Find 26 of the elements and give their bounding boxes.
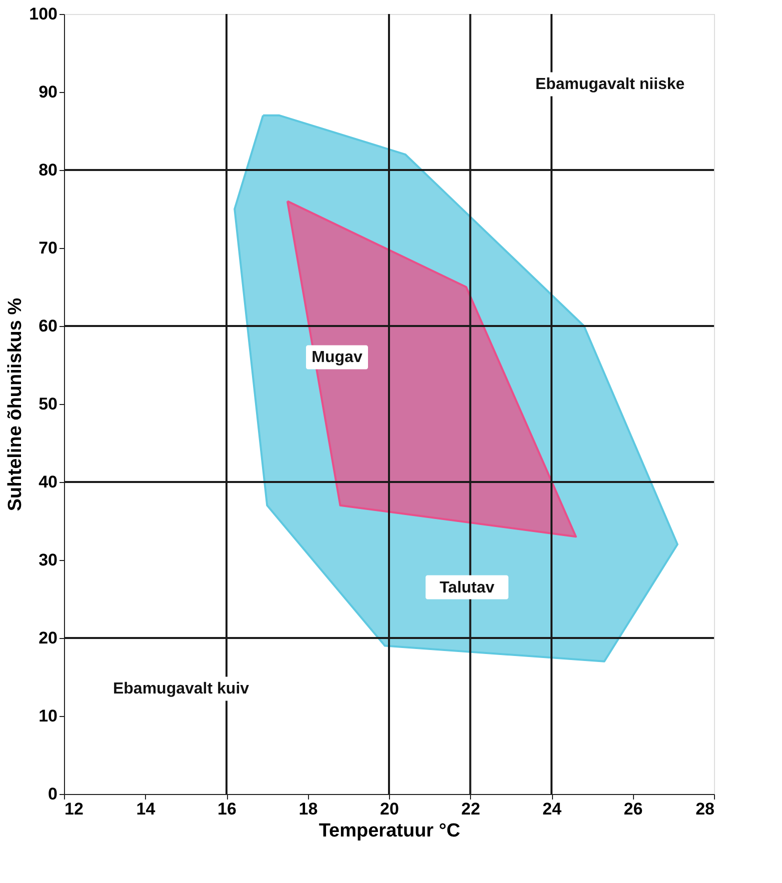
x-tick-label: 28: [696, 800, 714, 818]
y-tick-label: 0: [48, 784, 58, 804]
y-tick-label: 40: [38, 472, 58, 492]
annotation: Mugav: [312, 349, 362, 366]
y-tick-label: 90: [38, 82, 58, 102]
y-tick-label: 20: [38, 628, 58, 648]
y-tick-label: 60: [38, 316, 58, 336]
x-tick-label: 16: [218, 800, 236, 818]
y-tick-label: 10: [38, 706, 58, 726]
x-tick-label: 20: [380, 800, 399, 818]
y-tick-label: 70: [38, 238, 58, 258]
x-tick-label: 26: [624, 800, 643, 818]
y-tick-label: 100: [29, 4, 58, 24]
x-tick-label: 18: [298, 800, 318, 818]
x-axis-title: Temperatuur °C: [318, 820, 460, 842]
x-tick-label: 12: [64, 800, 84, 818]
x-tick-label: 14: [136, 800, 156, 818]
y-axis-title: Suhteline õhuniiskus %: [5, 298, 26, 512]
annotation: Talutav: [440, 579, 495, 596]
y-tick-label: 50: [38, 394, 58, 414]
x-tick-label: 22: [461, 800, 480, 818]
annotation: Ebamugavalt niiske: [535, 76, 685, 94]
y-tick-label: 30: [38, 550, 58, 570]
x-tick-label: 24: [542, 800, 562, 818]
y-tick-label: 80: [38, 160, 58, 180]
annotation: Ebamugavalt kuiv: [112, 680, 250, 698]
